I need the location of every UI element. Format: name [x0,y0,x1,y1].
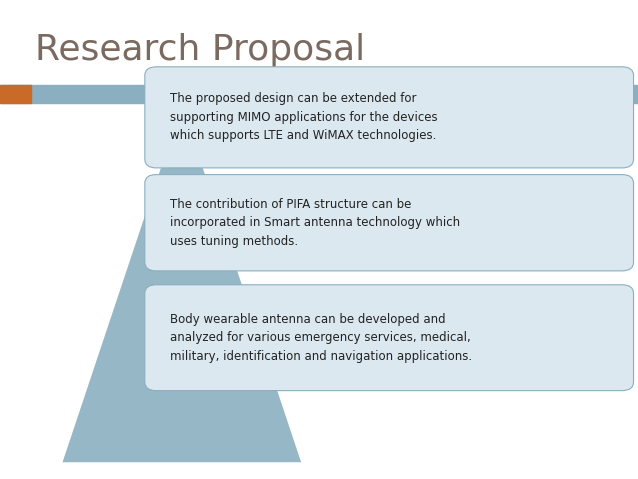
FancyBboxPatch shape [145,67,634,168]
Polygon shape [63,105,301,462]
Text: Body wearable antenna can be developed and
analyzed for various emergency servic: Body wearable antenna can be developed a… [170,313,473,363]
Bar [0,85,31,103]
FancyBboxPatch shape [145,175,634,271]
Text: Research Proposal: Research Proposal [35,34,365,67]
Text: The proposed design can be extended for
supporting MIMO applications for the dev: The proposed design can be extended for … [170,92,438,142]
FancyBboxPatch shape [145,285,634,391]
Text: The contribution of PIFA structure can be
incorporated in Smart antenna technolo: The contribution of PIFA structure can b… [170,198,461,248]
Bar [0,85,638,103]
